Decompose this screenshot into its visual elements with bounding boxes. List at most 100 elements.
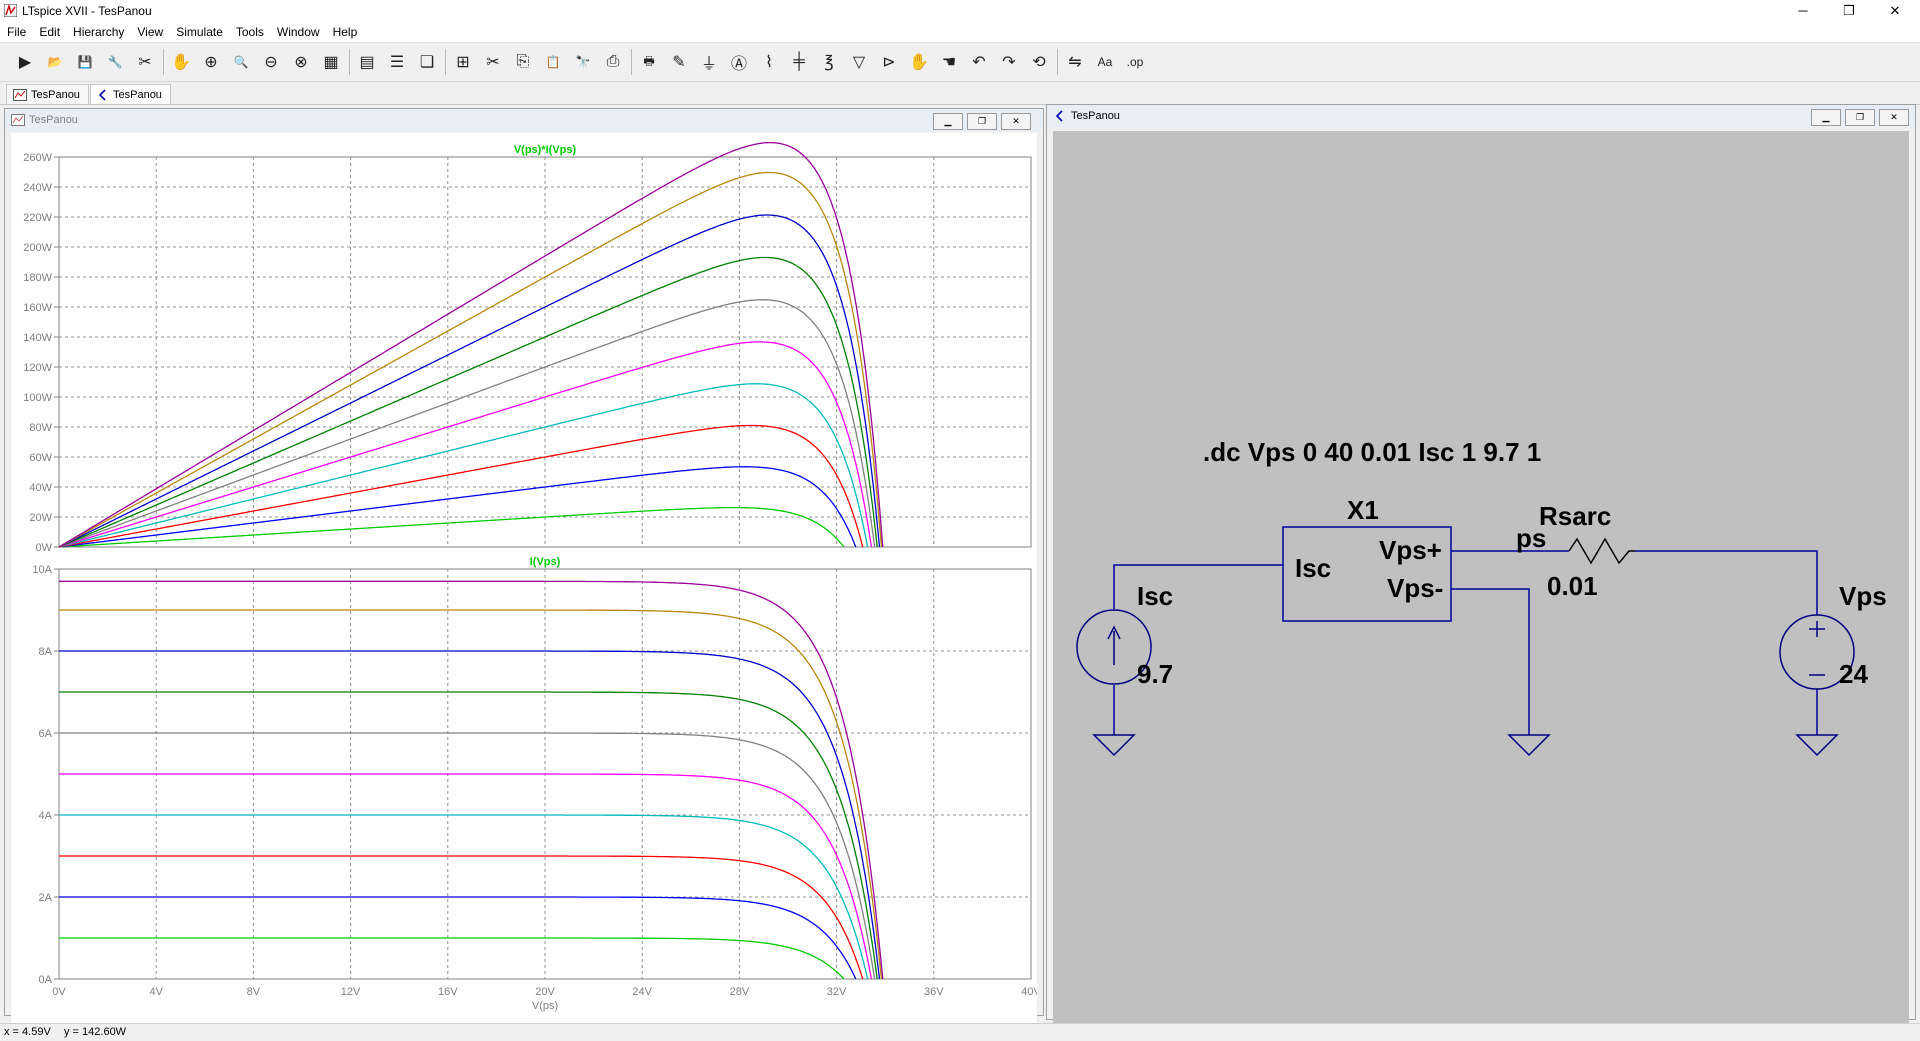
pan-button[interactable]: ✋ [168, 50, 194, 74]
schematic-restore-button[interactable]: ❐ [1845, 109, 1875, 126]
trace-isc-2[interactable] [59, 896, 857, 980]
isrc-name: Isc [1137, 581, 1173, 611]
print-button[interactable]: ⎙ [600, 50, 626, 74]
schematic-drawing[interactable]: .dc Vps 0 40 0.01 Isc 1 9.7 1 X1 Isc Vps… [1053, 131, 1909, 1023]
trace-isc-6[interactable] [59, 732, 876, 980]
ground-symbol[interactable] [1092, 734, 1136, 757]
inductor-button[interactable]: ℥ [816, 50, 842, 74]
schematic-window-titlebar[interactable]: TesPanou ▁ ❐ ✕ [1047, 105, 1915, 127]
plot-window: TesPanou ▁ ❐ ✕ 0W 20W 40W 60W 80W 100W 120W 140… [4, 108, 1044, 1033]
redo-button[interactable]: ↷ [996, 50, 1022, 74]
ground-symbol[interactable] [1507, 734, 1551, 757]
ground-button[interactable]: ⏚ [696, 50, 722, 74]
plot-close-button[interactable]: ✕ [1001, 113, 1031, 130]
net-label-ps[interactable]: ps [1516, 523, 1546, 553]
undo-button[interactable]: ↶ [966, 50, 992, 74]
waveform-plot[interactable]: 0W 20W 40W 60W 80W 100W 120W 140W 160W 180W 200W 22… [11, 133, 1041, 1033]
autorange-button[interactable]: ▦ [318, 50, 344, 74]
print-preview-button[interactable]: 🖶 [636, 50, 662, 74]
paste-icon: 📋 [545, 55, 561, 69]
trace-isc-8[interactable] [59, 650, 881, 980]
dc-directive[interactable]: .dc Vps 0 40 0.01 Isc 1 9.7 1 [1203, 437, 1541, 467]
menu-help[interactable]: Help [332, 25, 358, 39]
rotate-button[interactable]: ⟲ [1026, 50, 1052, 74]
find-button[interactable]: 🔭 [570, 50, 596, 74]
wire-isc[interactable] [1113, 564, 1283, 609]
text-button[interactable]: Aa [1092, 50, 1118, 74]
paste-button[interactable]: 📋 [540, 50, 566, 74]
menu-simulate[interactable]: Simulate [176, 25, 223, 39]
trace-isc-8[interactable] [58, 214, 881, 548]
resistor-button[interactable]: ⌇ [756, 50, 782, 74]
move-button[interactable]: ✋ [906, 50, 932, 74]
plot-restore-button[interactable]: ❐ [967, 113, 997, 130]
trace-isc-2[interactable] [58, 466, 857, 548]
menu-file[interactable]: File [7, 25, 27, 39]
save-button[interactable]: 💾 [72, 50, 98, 74]
zoom-fit-button[interactable]: ⊗ [288, 50, 314, 74]
label-net-button[interactable]: Ⓐ [726, 50, 752, 74]
trace-isc-5[interactable] [59, 773, 873, 980]
menu-tools[interactable]: Tools [235, 25, 264, 39]
trace-isc-9[interactable] [59, 609, 883, 980]
wire-vps-minus[interactable] [1451, 588, 1530, 735]
spice-directive-button[interactable]: .op [1122, 50, 1148, 74]
cursor-y-readout: y = 142.60W [64, 1026, 127, 1038]
voltage-source[interactable] [1779, 614, 1855, 690]
component-button[interactable]: ⊳ [876, 50, 902, 74]
cut-button[interactable]: ✂ [480, 50, 506, 74]
close-button[interactable]: ✕ [1889, 3, 1901, 18]
trace-isc-3[interactable] [59, 855, 864, 980]
run-button[interactable]: ▶ [12, 50, 38, 74]
trace-isc-9.7[interactable] [58, 141, 884, 548]
menu-window[interactable]: Window [276, 25, 320, 39]
trace-isc-5[interactable] [58, 341, 873, 548]
plot-area[interactable]: 0W 20W 40W 60W 80W 100W 120W 140W 160W 180W 200W 22… [11, 133, 1041, 1033]
capacitor-button[interactable]: ╪ [786, 50, 812, 74]
schematic-close-button[interactable]: ✕ [1879, 109, 1909, 126]
copy-button[interactable]: ⎘ [510, 50, 536, 74]
control-panel-button[interactable]: 🔧 [102, 50, 128, 74]
trace-isc-4[interactable] [58, 383, 869, 548]
open-button[interactable]: 📂 [42, 50, 68, 74]
ground-symbol[interactable] [1795, 734, 1839, 757]
trace-isc-9.7[interactable] [59, 580, 884, 980]
trace-isc-1[interactable] [58, 506, 845, 548]
zoom-pan-button[interactable]: 🔍 [228, 50, 254, 74]
trace-isc-4[interactable] [59, 814, 869, 980]
trace-isc-7[interactable] [58, 256, 878, 548]
schematic-canvas[interactable]: .dc Vps 0 40 0.01 Isc 1 9.7 1 X1 Isc Vps… [1053, 131, 1909, 1023]
trace-isc-1[interactable] [59, 937, 845, 980]
mirror-button[interactable]: ⇋ [1062, 50, 1088, 74]
schematic-minimize-button[interactable]: ▁ [1811, 109, 1841, 126]
tile-horizontal-button[interactable]: ☰ [384, 50, 410, 74]
plot-window-titlebar[interactable]: TesPanou ▁ ❐ ✕ [5, 109, 1043, 131]
trace-isc-9[interactable] [58, 171, 883, 548]
current-source[interactable] [1076, 609, 1152, 685]
draw-wire-button[interactable]: ✎ [666, 50, 692, 74]
tile-vertical-button[interactable]: ⊞ [450, 50, 476, 74]
wire-vps[interactable] [1635, 550, 1818, 615]
minimize-button[interactable]: ─ [1798, 3, 1808, 18]
grid-button[interactable]: ▤ [354, 50, 380, 74]
trace-isc-6[interactable] [58, 299, 876, 548]
menu-hierarchy[interactable]: Hierarchy [73, 25, 125, 39]
halt-button[interactable]: ✂ [132, 50, 158, 74]
tab-schematic[interactable]: TesPanou [90, 84, 171, 104]
menu-view[interactable]: View [137, 25, 164, 39]
x1-block[interactable] [1282, 526, 1452, 622]
plot-minimize-button[interactable]: ▁ [933, 113, 963, 130]
zoom-in-button[interactable]: ⊕ [198, 50, 224, 74]
restore-button[interactable]: ❐ [1843, 3, 1855, 18]
cascade-button[interactable]: ❏ [414, 50, 440, 74]
rotate-icon: ⟲ [1032, 54, 1046, 71]
diode-button[interactable]: ▽ [846, 50, 872, 74]
zoom-out-button[interactable]: ⊖ [258, 50, 284, 74]
trace-isc-3[interactable] [58, 424, 864, 548]
resistor-symbol[interactable] [1568, 537, 1635, 565]
trace-isc-7[interactable] [59, 691, 878, 980]
tab-waveform[interactable]: TesPanou [6, 84, 89, 104]
menu-edit[interactable]: Edit [39, 25, 61, 39]
x-tick-label: 40V [1021, 986, 1037, 998]
drag-button[interactable]: ☚ [936, 50, 962, 74]
